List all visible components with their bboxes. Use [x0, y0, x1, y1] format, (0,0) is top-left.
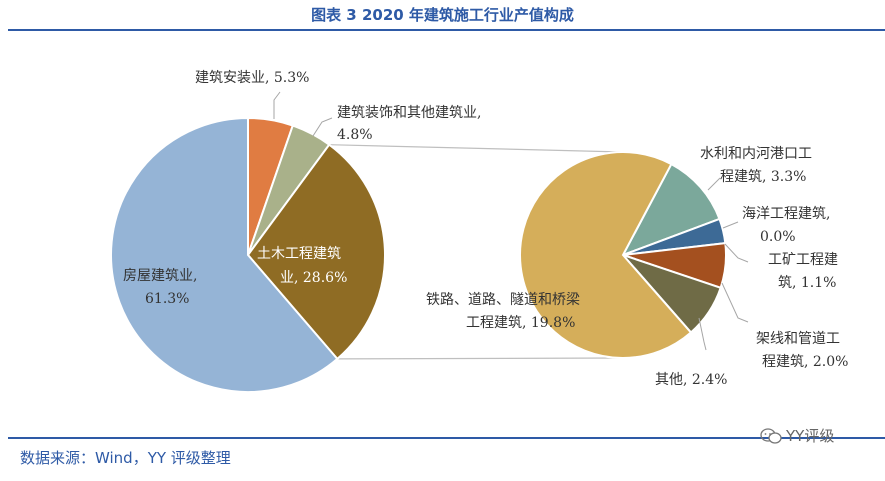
badge-text: YY评级 [786, 427, 835, 445]
label-decor: 建筑装饰和其他建筑业, [337, 105, 481, 121]
wechat-badge: YY评级 [760, 425, 834, 446]
leader-lines [273, 91, 749, 351]
title-rule [8, 29, 885, 31]
leader-mining [724, 243, 749, 263]
label-housing: 房屋建筑业, [123, 268, 197, 284]
breakout-pie [519, 151, 727, 359]
label-civil-2: 业, 28.6% [280, 270, 347, 286]
leader-ocean [722, 221, 739, 229]
footer-rule [8, 437, 885, 439]
main-slice-2 [246, 143, 386, 361]
label-decor-pct: 4.8% [337, 127, 373, 143]
label-water-2: 程建筑, 3.3% [720, 169, 806, 185]
label-pipeline-2: 程建筑, 2.0% [762, 354, 848, 370]
label-mining: 工矿工程建 [768, 252, 838, 268]
main-pie [110, 116, 386, 393]
leader-install [273, 91, 281, 119]
chart-title: 图表 3 2020 年建筑施工行业产值构成 [311, 6, 574, 24]
main-slice-3 [110, 116, 339, 393]
label-water: 水利和内河港口工 [700, 146, 812, 162]
label-housing-pct: 61.3% [145, 291, 189, 307]
breakout-connectors [329, 144, 624, 360]
leader-water [707, 177, 721, 191]
label-rail-2: 工程建筑, 19.8% [466, 315, 575, 331]
source-note: 数据来源：Wind，YY 评级整理 [20, 449, 231, 467]
connector-bottom [337, 357, 624, 360]
label-civil: 土木工程建筑 [257, 246, 341, 262]
label-pipeline: 架线和管道工 [756, 331, 840, 347]
label-other: 其他, 2.4% [655, 372, 727, 388]
label-mining-2: 筑, 1.1% [778, 275, 836, 291]
leader-pipeline [721, 282, 749, 323]
label-ocean: 海洋工程建筑, [742, 206, 830, 222]
label-rail: 铁路、道路、隧道和桥梁 [426, 292, 580, 308]
breakout-slice-5 [519, 151, 693, 359]
leader-decor [312, 117, 333, 137]
label-install: 建筑安装业, 5.3% [195, 70, 309, 86]
leader-other [698, 317, 707, 351]
breakout-slice-0 [620, 162, 721, 257]
connector-top [329, 144, 624, 153]
label-ocean-2: 0.0% [760, 229, 796, 245]
wechat-icon [760, 428, 782, 444]
